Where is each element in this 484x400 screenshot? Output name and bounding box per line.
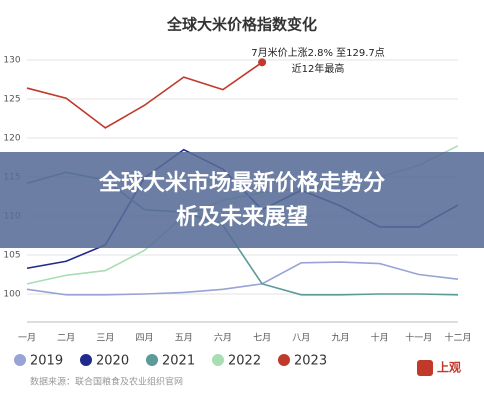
x-tick-label: 六月 — [214, 332, 232, 344]
x-tick-label: 十二月 — [444, 332, 471, 344]
chart-title: 全球大米价格指数变化 — [166, 16, 317, 34]
legend-marker — [146, 354, 158, 366]
y-tick-label: 120 — [3, 134, 20, 144]
annotation: 近12年最高 — [292, 62, 345, 75]
legend-label: 2019 — [30, 354, 63, 369]
highlight-point — [258, 58, 267, 67]
legend-label: 2021 — [162, 354, 195, 369]
banner — [0, 152, 484, 248]
legend-marker — [278, 354, 290, 366]
x-tick-label: 七月 — [253, 333, 271, 344]
x-tick-label: 二月 — [57, 333, 75, 344]
line — [26, 61, 263, 129]
banner-text: 析及未来展望 — [176, 205, 308, 230]
x-tick-label: 五月 — [175, 333, 193, 344]
line — [26, 261, 459, 296]
annotation: 7月米价上涨2.8% 至129.7点 — [251, 46, 385, 59]
logo: 上观 — [437, 360, 461, 375]
legend-marker — [212, 354, 224, 366]
x-tick-label: 十一月 — [405, 332, 432, 344]
legend-label: 2023 — [294, 354, 327, 369]
y-tick-label: 105 — [3, 251, 20, 261]
legend-label: 2022 — [228, 354, 261, 369]
logo-icon — [417, 360, 433, 376]
x-tick-label: 十月 — [371, 332, 389, 344]
y-tick-label: 125 — [3, 95, 20, 105]
y-tick-label: 100 — [3, 290, 20, 300]
x-tick-label: 一月 — [18, 333, 36, 344]
legend-marker — [14, 354, 26, 366]
y-tick-label: 130 — [3, 56, 20, 66]
x-tick-label: 九月 — [331, 333, 349, 344]
x-tick-label: 八月 — [292, 333, 310, 344]
legend: 2019 2020 2021 2022 2023 — [14, 354, 327, 369]
legend-label: 2020 — [96, 354, 129, 369]
x-tick-label: 三月 — [96, 333, 114, 344]
x-tick-label: 四月 — [136, 333, 154, 344]
legend-marker — [80, 354, 92, 366]
source: 数据来源：联合国粮食及农业组织官网 — [30, 376, 183, 388]
banner-text: 全球大米市场最新价格走势分 — [98, 170, 385, 196]
